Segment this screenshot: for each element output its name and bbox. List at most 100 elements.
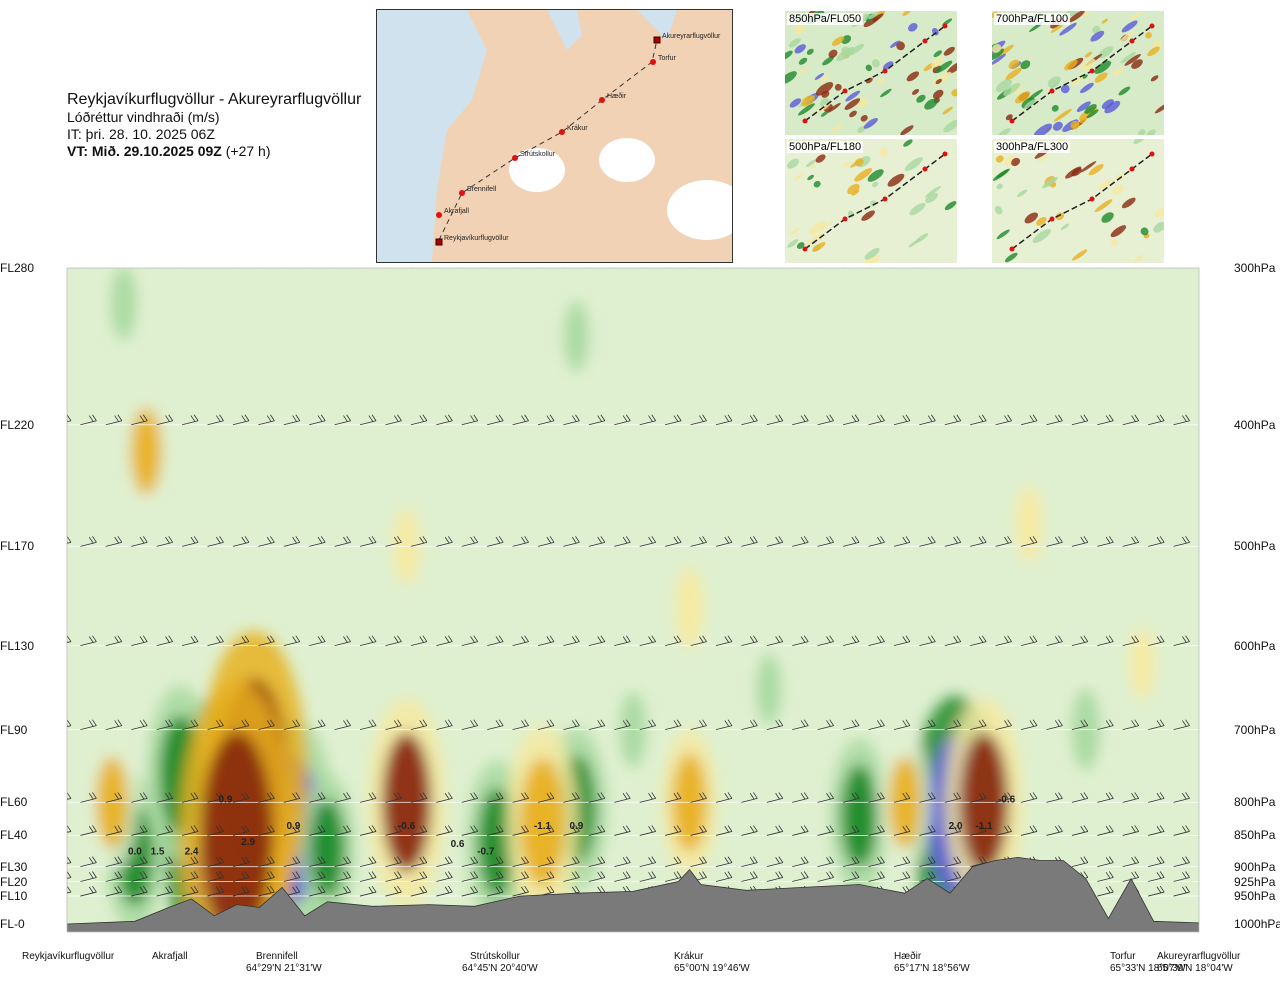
wind-barb — [385, 871, 402, 882]
map-sea-west — [377, 10, 487, 262]
wind-barb — [588, 536, 606, 547]
wind-barb — [766, 825, 784, 836]
wind-barb — [436, 268, 438, 269]
wind-barb — [842, 536, 860, 547]
thumbnail-500hpa[interactable]: 500hPa/FL180 — [785, 139, 957, 263]
location-coord: 65°39'N 18°04'W — [1157, 963, 1233, 974]
thumb-field-mark — [822, 56, 835, 66]
thumbnail-700hpa[interactable]: 700hPa/FL100 — [992, 11, 1164, 135]
thumb-field-mark — [1090, 30, 1105, 42]
wind-barb — [207, 719, 224, 731]
wind-barb — [232, 792, 250, 803]
pressure-tick-label: 800hPa — [1234, 795, 1276, 810]
wind-barb — [207, 635, 224, 647]
thumb-field-mark — [798, 103, 815, 116]
wind-barb — [182, 536, 199, 547]
thumb-field-mark — [1110, 225, 1127, 238]
value-label: 0.9 — [569, 821, 583, 832]
wind-barb — [156, 719, 174, 731]
wind-barb — [105, 719, 123, 731]
wind-barb — [741, 856, 758, 867]
wind-barb — [512, 792, 529, 803]
fl-tick-label: FL60 — [0, 795, 28, 810]
pressure-tick-label: 600hPa — [1234, 638, 1276, 653]
wind-barb — [309, 719, 326, 731]
thumb-field-mark — [871, 59, 880, 68]
wind-barb — [817, 635, 834, 647]
thumb-field-mark — [1051, 104, 1059, 112]
wind-barb — [359, 536, 377, 547]
wind-barb — [80, 414, 97, 426]
wind-barb — [512, 414, 529, 426]
wind-barb — [1148, 635, 1165, 647]
wind-barb — [944, 635, 962, 647]
thumb-field-mark — [994, 206, 1003, 215]
thumb-field-mark — [896, 41, 905, 51]
thumb-field-mark — [805, 159, 817, 168]
wind-barb — [1071, 825, 1089, 836]
cross-section-chart: 0.0 1.5 2.4 0.9 2.9 0.9 -0.6 0.6 -0.7 -1.1 0.9 2.0 -… — [66, 267, 1200, 933]
wind-barb — [512, 635, 529, 647]
pressure-tick-label: 950hPa — [1234, 889, 1276, 904]
location-name: Brennifell — [256, 951, 298, 962]
wind-barb — [842, 635, 860, 647]
thumb-field-mark — [861, 255, 880, 263]
wind-barb — [1198, 545, 1199, 547]
wind-barb — [131, 536, 148, 547]
wind-barb — [639, 792, 657, 803]
thumb-field-mark — [1015, 91, 1031, 104]
wind-barb — [1173, 414, 1190, 426]
map-fjord-north — [637, 10, 677, 40]
wind-barb — [639, 536, 657, 547]
wind-barb — [1148, 414, 1165, 426]
chart-header: Reykjavíkurflugvöllur - Akureyrarflugvöl… — [67, 90, 361, 160]
thumbnail-850hpa[interactable]: 850hPa/FL050 — [785, 11, 957, 135]
issue-time: IT: þri. 28. 10. 2025 06Z — [67, 126, 215, 142]
location-coord: 65°33'N 18°07'W — [1110, 963, 1186, 974]
wind-barb — [1097, 825, 1114, 836]
wind-barb — [919, 414, 936, 426]
thumb-field-mark — [1076, 101, 1091, 112]
wind-barb — [461, 825, 479, 836]
wind-barb — [410, 856, 428, 867]
wind-barb — [868, 856, 885, 867]
thumb-field-mark — [1140, 227, 1149, 236]
wind-barb — [385, 635, 402, 647]
route-points: Akureyrarflugvöllur Torfur Hæðir Krákur Strú… — [435, 33, 721, 246]
wind-barb — [385, 536, 402, 547]
valid-time: VT: Mið. 29.10.2025 09Z (+27 h) — [67, 143, 361, 160]
velocity-cell — [756, 653, 782, 726]
wind-barb — [487, 268, 489, 269]
pressure-tick-label: 300hPa — [1234, 261, 1276, 275]
thumb-field-mark — [806, 48, 814, 55]
thumb-field-mark — [942, 106, 953, 115]
thumb-field-mark — [935, 60, 953, 73]
thumb-route-point — [942, 23, 948, 29]
thumb-field-mark — [1017, 189, 1028, 198]
velocity-cell — [675, 567, 705, 650]
value-label: 1.5 — [151, 846, 165, 857]
wind-barb — [80, 885, 97, 897]
thumb-field-mark — [1050, 22, 1065, 33]
wind-barb — [1198, 802, 1199, 803]
map-glacier-3 — [667, 180, 732, 240]
map-glacier-2 — [599, 138, 655, 182]
wind-barb — [258, 719, 275, 731]
value-label: -0.6 — [398, 821, 416, 832]
thumbnail-300hpa[interactable]: 300hPa/FL300 — [992, 139, 1164, 263]
thumb-route-point — [1089, 196, 1095, 202]
wind-barb — [766, 856, 784, 867]
thumb-field-mark — [864, 247, 880, 260]
wind-barb — [182, 856, 199, 867]
wind-barb — [461, 414, 479, 426]
thumb-field-mark — [794, 44, 806, 54]
thumb-field-mark — [1112, 184, 1124, 195]
wind-barb — [232, 268, 235, 269]
thumb-field-mark — [785, 50, 793, 61]
wind-barb — [614, 871, 631, 882]
wind-barb — [1198, 895, 1199, 897]
wind-barb — [1122, 536, 1140, 547]
thumb-field-mark — [863, 118, 878, 129]
thumb-field-mark — [813, 233, 824, 242]
thumb-field-mark — [1152, 39, 1163, 49]
